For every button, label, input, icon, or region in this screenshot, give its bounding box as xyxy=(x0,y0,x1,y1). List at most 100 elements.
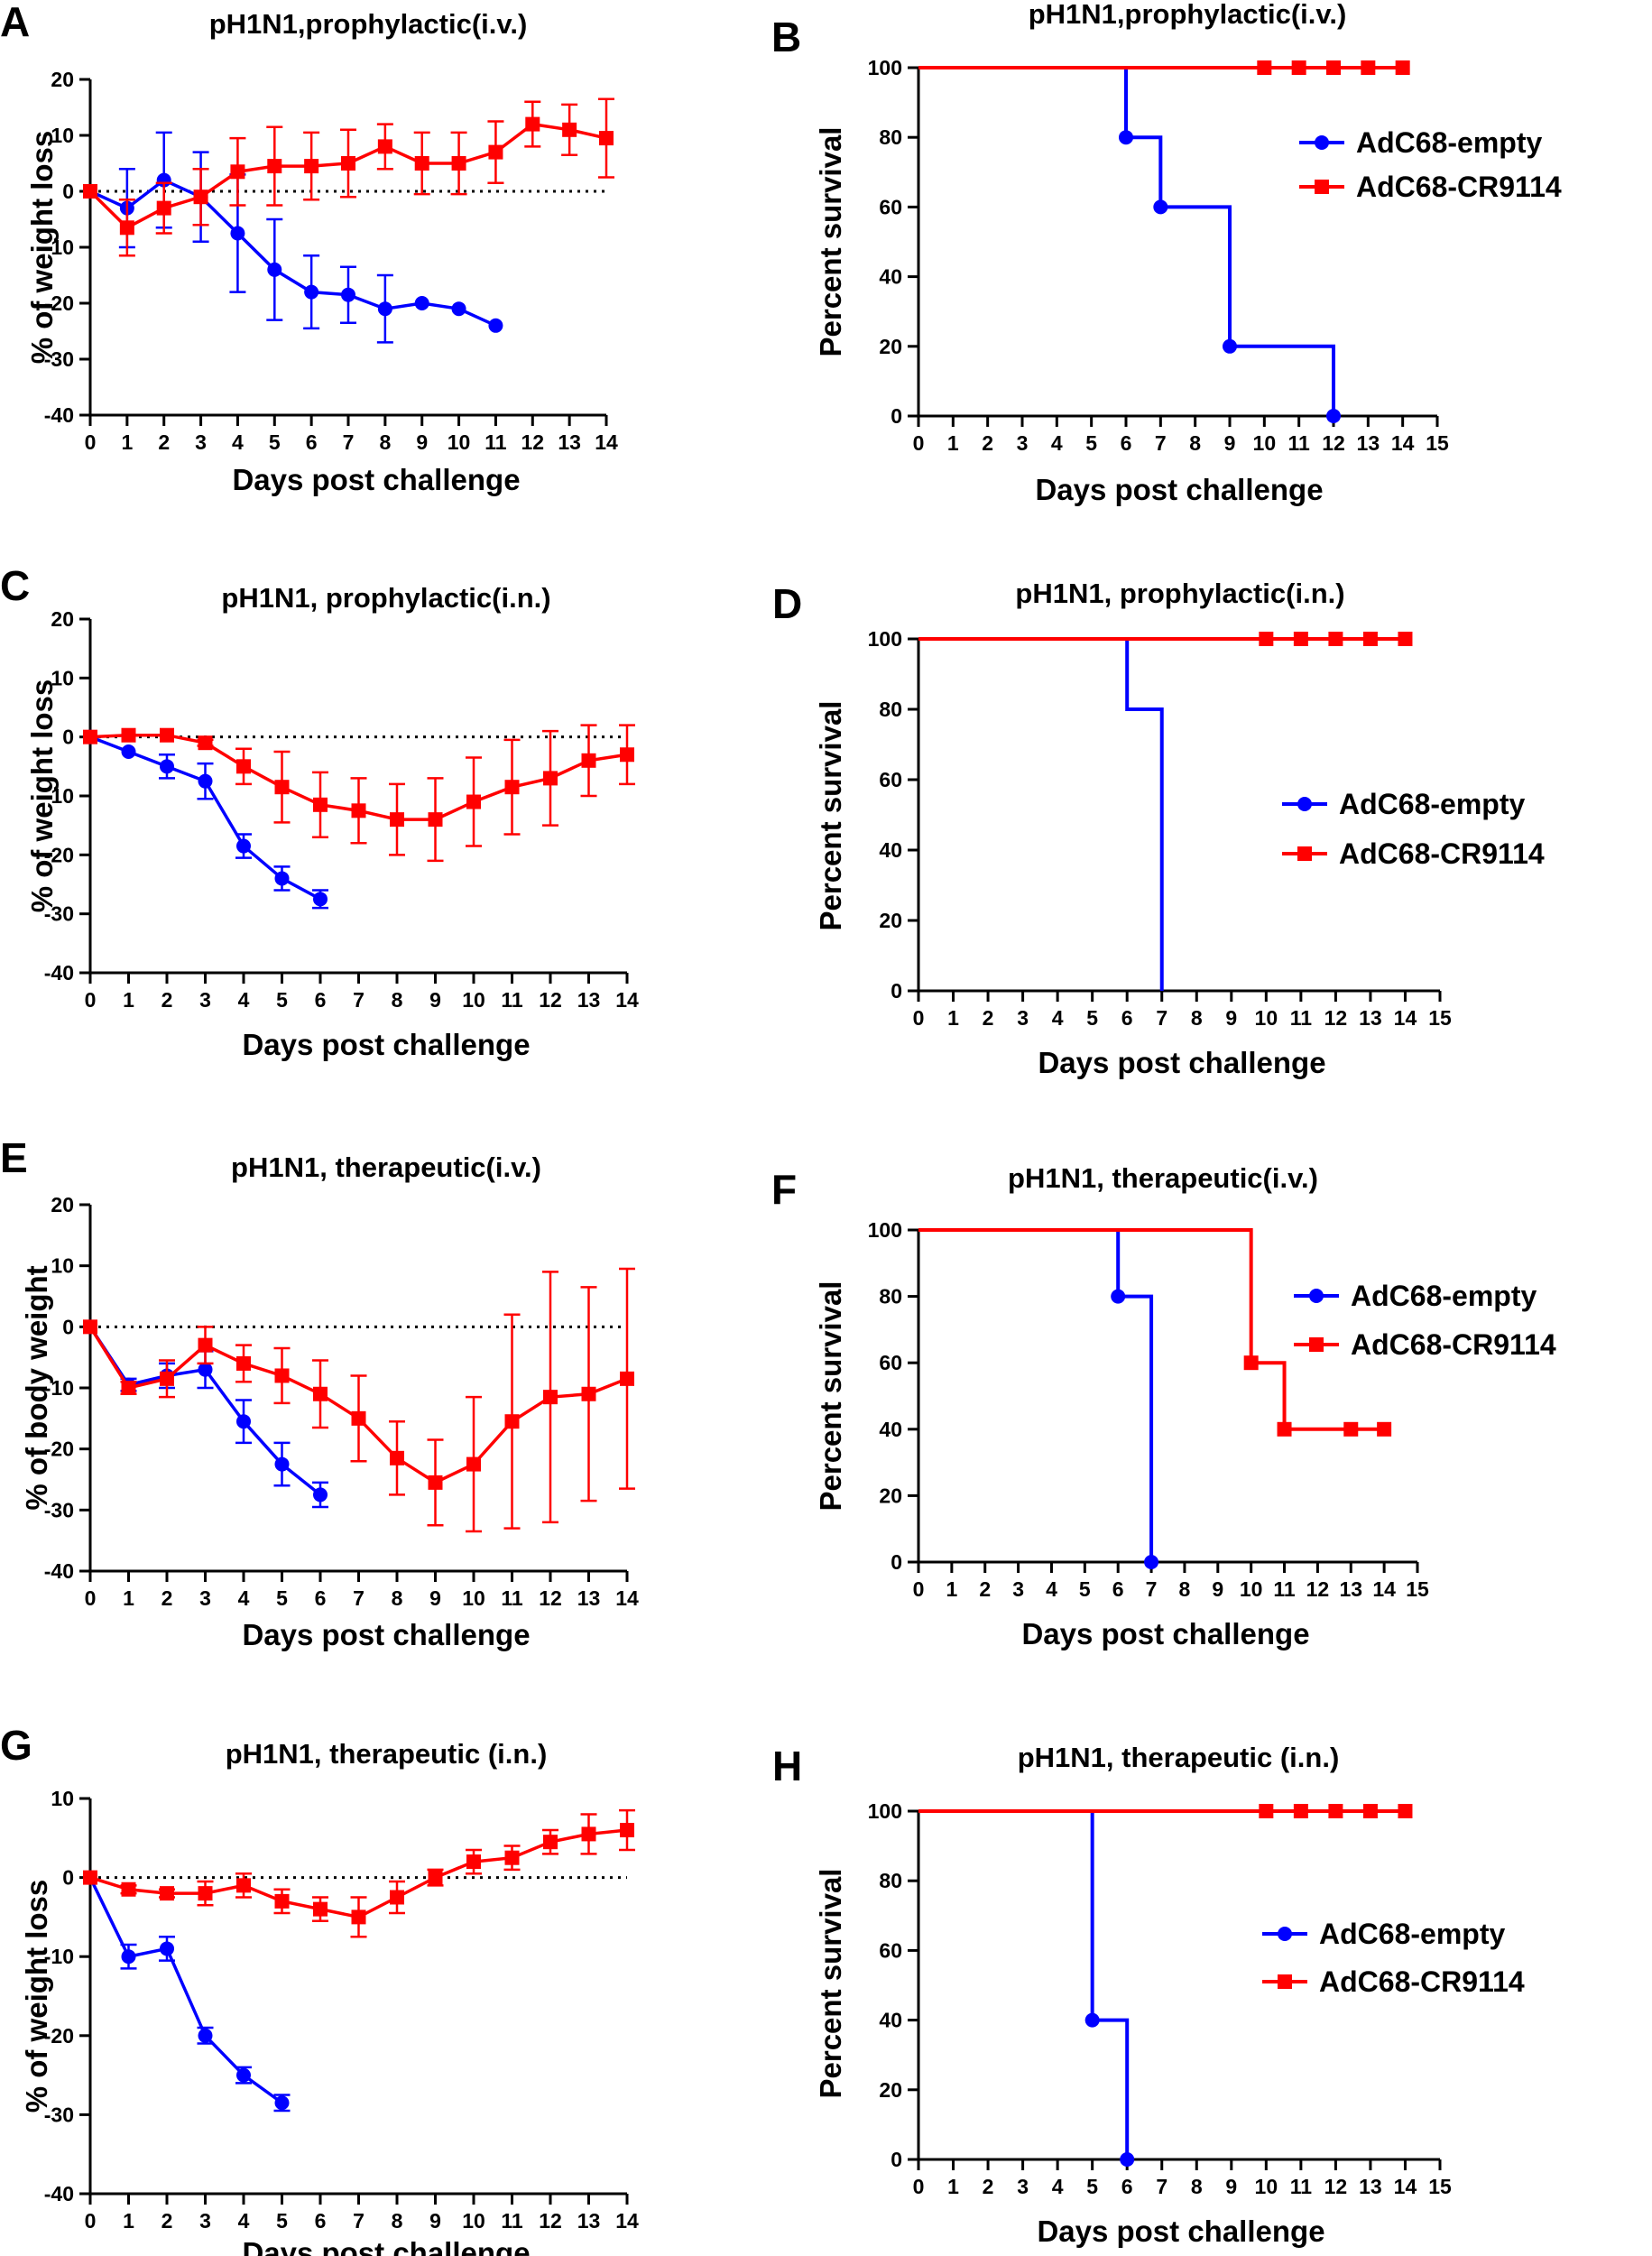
x-tick-label: 4 xyxy=(1052,2175,1064,2198)
data-point xyxy=(121,1882,136,1897)
data-point xyxy=(414,296,429,310)
x-tick-label: 11 xyxy=(501,988,523,1012)
data-point xyxy=(504,1850,520,1865)
chart-title: pH1N1, therapeutic(i.v.) xyxy=(1008,1162,1318,1194)
survival-marker xyxy=(1259,632,1274,646)
panel-label: B xyxy=(771,14,801,60)
survival-marker xyxy=(1291,60,1306,75)
x-tick-label: 10 xyxy=(462,988,485,1012)
data-point xyxy=(525,116,540,132)
data-point xyxy=(351,1909,366,1925)
survival-marker xyxy=(1243,1355,1259,1371)
data-point xyxy=(121,744,136,759)
data-point xyxy=(83,184,97,199)
data-point xyxy=(304,284,319,300)
x-tick-label: 7 xyxy=(353,1586,365,1610)
x-tick-label: 1 xyxy=(123,1586,134,1610)
x-axis-label: Days post challenge xyxy=(232,463,520,496)
data-point xyxy=(313,892,328,907)
x-axis-label: Days post challenge xyxy=(242,1028,530,1061)
series-adc68-empty xyxy=(83,729,328,910)
y-tick-label: 20 xyxy=(51,68,74,91)
y-tick-label: -30 xyxy=(44,1498,74,1521)
y-tick-label: 40 xyxy=(879,2009,902,2032)
y-tick-label: 60 xyxy=(879,768,902,791)
x-tick-label: 5 xyxy=(1086,2175,1098,2198)
x-tick-label: 3 xyxy=(1017,2175,1029,2198)
y-tick-label: 100 xyxy=(868,627,902,651)
data-point xyxy=(160,1371,174,1386)
survival-marker xyxy=(1343,1421,1359,1437)
y-tick-label: 0 xyxy=(891,2148,902,2171)
x-tick-label: 8 xyxy=(392,988,403,1012)
y-tick-label: 20 xyxy=(879,1484,902,1507)
x-tick-label: 11 xyxy=(485,430,507,454)
y-tick-label: -10 xyxy=(44,784,74,808)
y-tick-label: 10 xyxy=(51,1254,74,1278)
data-point xyxy=(488,318,503,333)
data-point xyxy=(581,1826,596,1842)
y-tick-label: 0 xyxy=(62,180,74,203)
y-tick-label: 80 xyxy=(879,698,902,721)
x-tick-label: 1 xyxy=(946,1577,957,1601)
x-tick-label: 6 xyxy=(1121,1006,1133,1030)
survival-line xyxy=(918,66,1335,416)
survival-marker xyxy=(1119,130,1133,145)
x-tick-label: 8 xyxy=(1191,1006,1203,1030)
legend-marker xyxy=(1309,1337,1324,1352)
data-point xyxy=(451,301,466,317)
x-tick-label: 6 xyxy=(1121,2175,1133,2198)
y-axis-label: Percent survival xyxy=(814,1869,847,2099)
data-point xyxy=(466,1456,481,1472)
data-point xyxy=(504,1414,520,1429)
survival-marker xyxy=(1328,1804,1343,1818)
x-tick-label: 13 xyxy=(577,1586,601,1610)
x-tick-label: 7 xyxy=(1156,2175,1167,2198)
data-point xyxy=(313,1386,328,1401)
legend: AdC68-empty AdC68-CR9114 xyxy=(1294,1280,1556,1361)
survival-marker xyxy=(1328,632,1343,646)
y-axis-label: % of weight loss xyxy=(25,131,59,365)
x-tick-label: 8 xyxy=(1179,1577,1191,1601)
x-tick-label: 12 xyxy=(539,1586,562,1610)
x-tick-label: 9 xyxy=(429,1586,441,1610)
x-tick-label: 2 xyxy=(162,988,173,1012)
x-tick-label: 10 xyxy=(448,430,471,454)
x-tick-label: 0 xyxy=(85,430,97,454)
x-tick-label: 14 xyxy=(1372,1577,1396,1601)
x-tick-label: 3 xyxy=(199,1586,211,1610)
panel-label: G xyxy=(0,1722,32,1769)
y-axis-label: Percent survival xyxy=(814,127,847,357)
survival-marker xyxy=(1144,1555,1159,1569)
x-tick-label: 9 xyxy=(1225,1006,1237,1030)
series-adc68-cr9114 xyxy=(83,1267,635,1533)
x-tick-label: 2 xyxy=(983,2175,994,2198)
series-adc68-cr9114 xyxy=(918,60,1410,75)
x-tick-label: 12 xyxy=(1306,1577,1330,1601)
data-point xyxy=(466,794,481,809)
x-tick-label: 13 xyxy=(1357,431,1380,455)
survival-marker xyxy=(1259,1804,1274,1818)
x-tick-label: 0 xyxy=(85,1586,97,1610)
data-point xyxy=(341,287,355,302)
series-adc68-cr9114 xyxy=(918,1228,1392,1437)
x-tick-label: 3 xyxy=(199,2209,211,2233)
data-point xyxy=(428,1475,443,1490)
x-tick-label: 9 xyxy=(1224,431,1236,455)
data-point xyxy=(236,838,251,854)
y-tick-label: 10 xyxy=(51,1787,74,1810)
x-tick-label: 7 xyxy=(1156,1006,1167,1030)
legend-label: AdC68-CR9114 xyxy=(1351,1328,1556,1361)
data-point xyxy=(390,1450,404,1465)
y-tick-label: -40 xyxy=(44,403,74,427)
x-tick-label: 11 xyxy=(1290,1006,1313,1030)
panel-label: C xyxy=(0,562,30,609)
x-tick-label: 3 xyxy=(195,430,207,454)
x-tick-label: 6 xyxy=(315,1586,327,1610)
x-tick-label: 3 xyxy=(199,988,211,1012)
chart-title: pH1N1, therapeutic(i.v.) xyxy=(231,1151,541,1183)
